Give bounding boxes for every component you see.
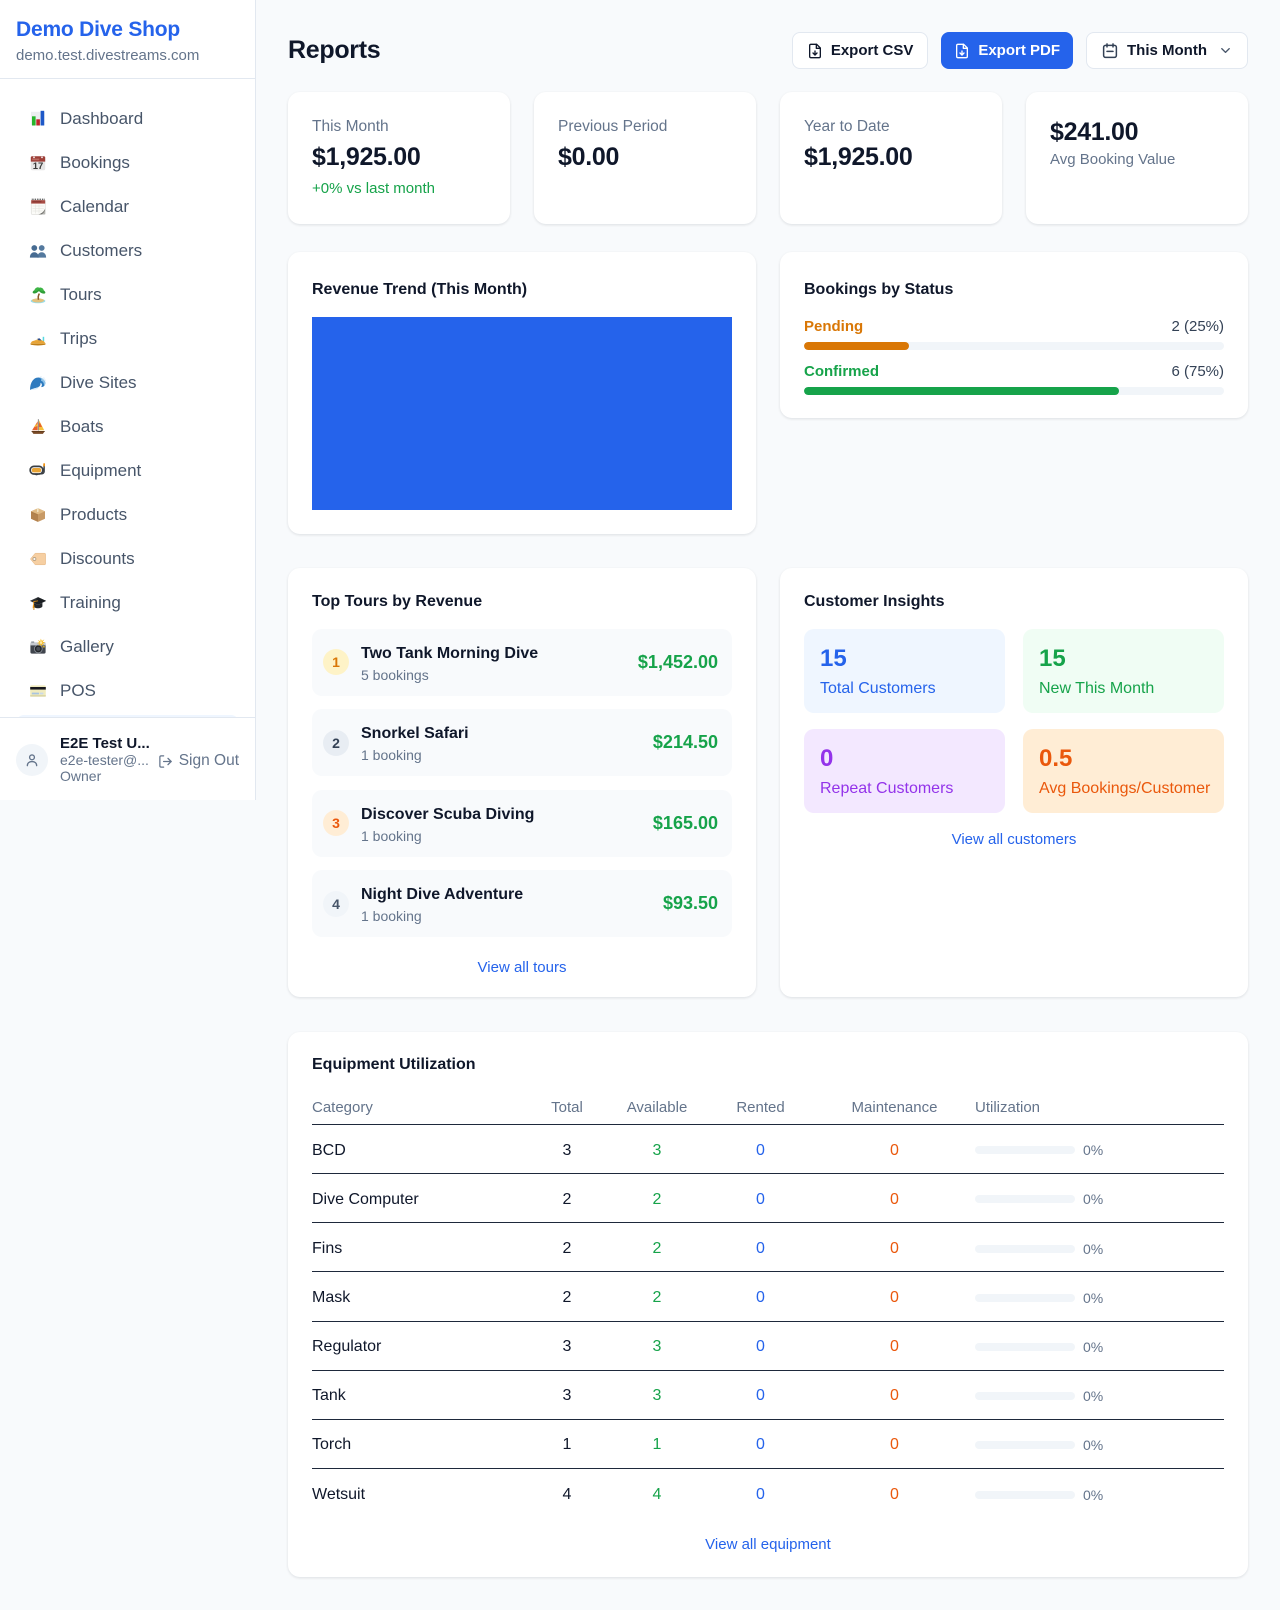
svg-text:17: 17 [33, 161, 44, 172]
